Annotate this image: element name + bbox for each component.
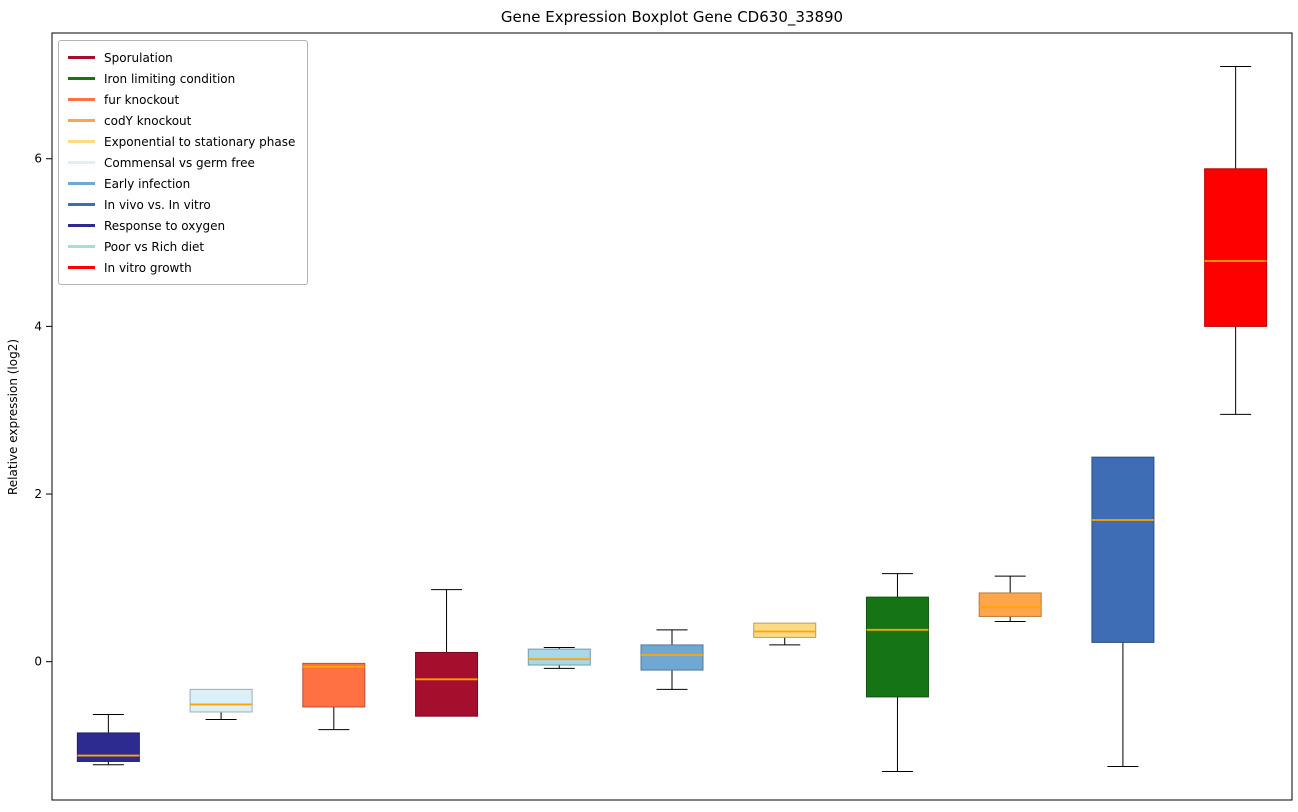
legend-label: Commensal vs germ free (104, 155, 255, 170)
box-commensal-vs-germ-free (189, 688, 253, 713)
legend-item-cody-knockout: codY knockout (68, 110, 295, 131)
legend-swatch-cody-knockout (68, 119, 95, 122)
legend-label: Response to oxygen (104, 218, 226, 233)
legend-swatch-response-to-oxygen (68, 224, 95, 227)
legend-swatch-fur-knockout (68, 98, 95, 101)
box-fur-knockout (302, 662, 366, 708)
legend-swatch-commensal-vs-germ-free (68, 161, 95, 164)
legend-item-in-vitro-growth: In vitro growth (68, 257, 295, 278)
y-tick-label: 2 (34, 487, 42, 501)
legend-swatch-early-infection (68, 182, 95, 185)
chart-title: Gene Expression Boxplot Gene CD630_33890 (500, 8, 844, 26)
box-iron-limiting-condition (865, 596, 929, 698)
box-exponential-to-stationary-phase (753, 622, 817, 638)
y-tick-label: 4 (34, 319, 42, 333)
legend-item-fur-knockout: fur knockout (68, 89, 295, 110)
box-early-infection (640, 644, 704, 671)
box-in-vivo-vs-in-vitro (1091, 456, 1155, 643)
y-tick-label: 0 (34, 655, 42, 669)
box-in-vitro-growth (1204, 168, 1268, 327)
legend-swatch-in-vivo-vs-in-vitro (68, 203, 95, 206)
legend-swatch-in-vitro-growth (68, 266, 95, 269)
legend-item-iron-limiting-condition: Iron limiting condition (68, 68, 295, 89)
box-cody-knockout (978, 592, 1042, 617)
box-poor-vs-rich-diet (527, 648, 591, 666)
legend-item-commensal-vs-germ-free: Commensal vs germ free (68, 152, 295, 173)
legend-item-sporulation: Sporulation (68, 47, 295, 68)
legend-label: Sporulation (104, 50, 173, 65)
legend-item-exponential-to-stationary-phase: Exponential to stationary phase (68, 131, 295, 152)
legend-item-poor-vs-rich-diet: Poor vs Rich diet (68, 236, 295, 257)
legend-item-early-infection: Early infection (68, 173, 295, 194)
legend-item-in-vivo-vs-in-vitro: In vivo vs. In vitro (68, 194, 295, 215)
legend-label: codY knockout (104, 113, 192, 128)
legend-label: Iron limiting condition (104, 71, 236, 86)
legend-label: fur knockout (104, 92, 180, 107)
legend-label: In vivo vs. In vitro (104, 197, 211, 212)
legend-swatch-exponential-to-stationary-phase (68, 140, 95, 143)
legend: Sporulation Iron limiting condition fur kn… (58, 40, 309, 285)
legend-item-response-to-oxygen: Response to oxygen (68, 215, 295, 236)
legend-swatch-iron-limiting-condition (68, 77, 95, 80)
axes-frame (51, 32, 1293, 801)
legend-label: In vitro growth (104, 260, 192, 275)
y-tick-label: 6 (34, 152, 42, 166)
legend-label: Early infection (104, 176, 191, 191)
box-response-to-oxygen (76, 732, 140, 762)
legend-label: Poor vs Rich diet (104, 239, 205, 254)
legend-label: Exponential to stationary phase (104, 134, 296, 149)
box-sporulation (415, 651, 479, 717)
legend-swatch-poor-vs-rich-diet (68, 245, 95, 248)
legend-swatch-sporulation (68, 56, 95, 59)
